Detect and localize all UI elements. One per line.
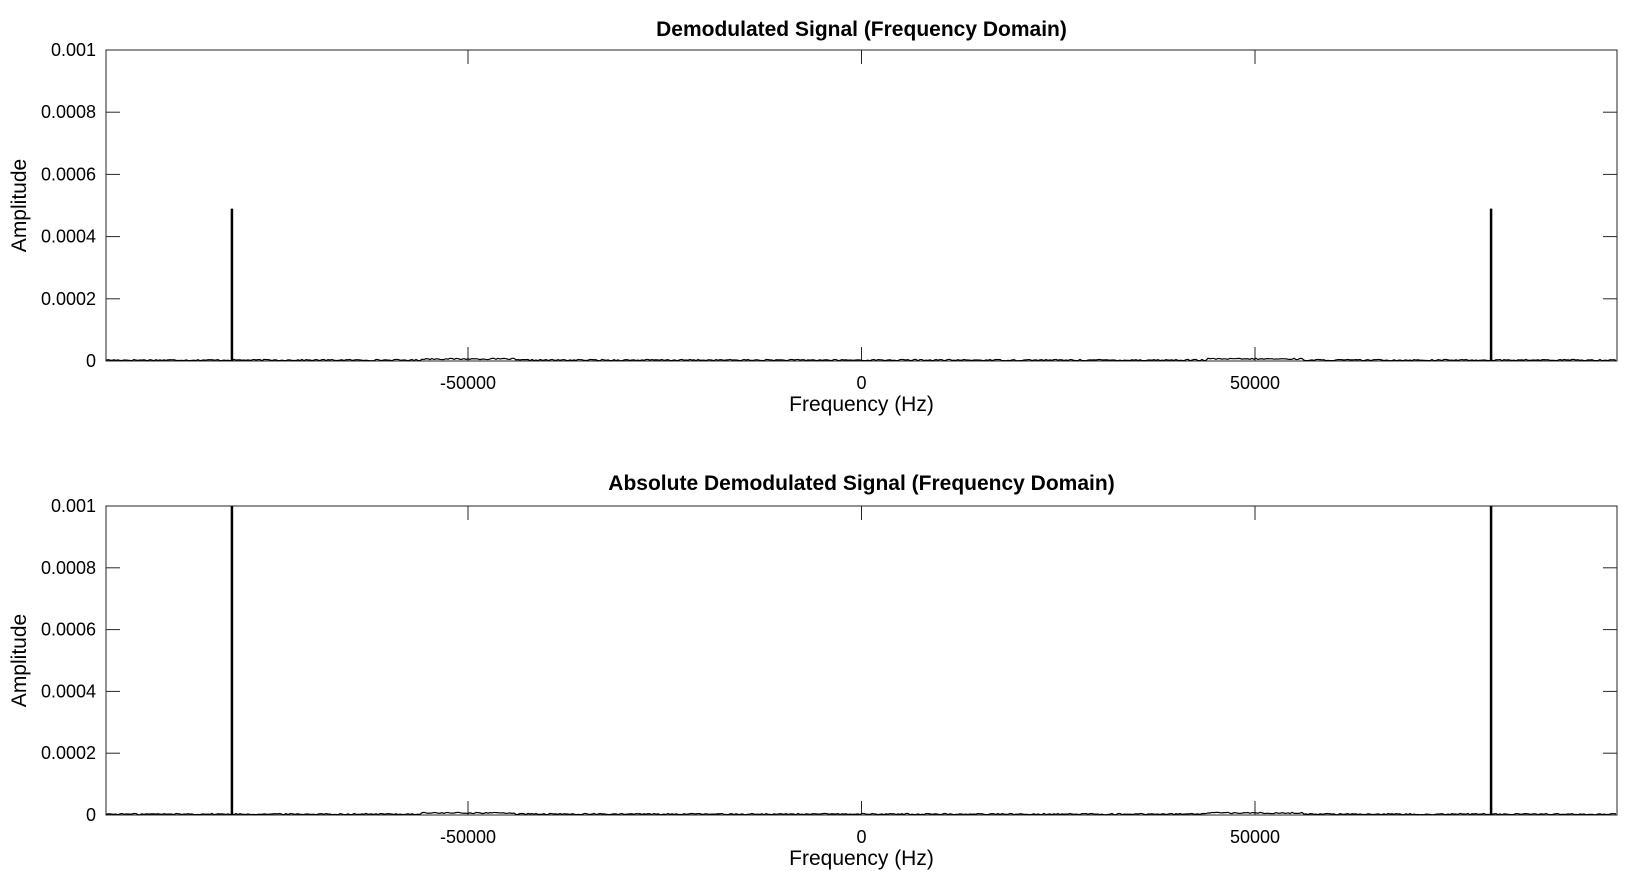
x-tick-label: 0 [856, 373, 866, 393]
y-tick-label: 0 [86, 805, 96, 825]
y-tick-label: 0.0004 [41, 681, 96, 701]
chart-title: Absolute Demodulated Signal (Frequency D… [608, 472, 1114, 495]
y-tick-label: 0.001 [51, 496, 96, 516]
chart-title: Demodulated Signal (Frequency Domain) [656, 18, 1067, 41]
y-tick-label: 0 [86, 351, 96, 371]
y-tick-label: 0.0002 [41, 289, 96, 309]
y-tick-label: 0.0006 [41, 164, 96, 184]
y-tick-label: 0.0002 [41, 743, 96, 763]
x-tick-label: -50000 [440, 373, 496, 393]
x-tick-label: -50000 [440, 827, 496, 847]
x-tick-label: 0 [856, 827, 866, 847]
plot-frame [105, 505, 1618, 816]
series-line [105, 811, 1617, 816]
y-tick-label: 0.0004 [41, 227, 96, 247]
y-tick-label: 0.001 [51, 40, 96, 60]
bottom-plot: Absolute Demodulated Signal (Frequency D… [8, 472, 1618, 870]
plot-frame [105, 49, 1618, 362]
x-tick-label: 50000 [1230, 827, 1280, 847]
y-tick-label: 0.0008 [41, 558, 96, 578]
x-axis-label: Frequency (Hz) [789, 847, 934, 870]
top-plot: Demodulated Signal (Frequency Domain) 0 0.… [8, 18, 1618, 416]
x-axis-label: Frequency (Hz) [789, 393, 934, 416]
x-tick-label: 50000 [1230, 373, 1280, 393]
y-tick-label: 0.0006 [41, 620, 96, 640]
y-axis-label: Amplitude [8, 614, 31, 707]
series-line [105, 357, 1617, 362]
y-axis-label: Amplitude [8, 159, 31, 252]
y-tick-label: 0.0008 [41, 102, 96, 122]
